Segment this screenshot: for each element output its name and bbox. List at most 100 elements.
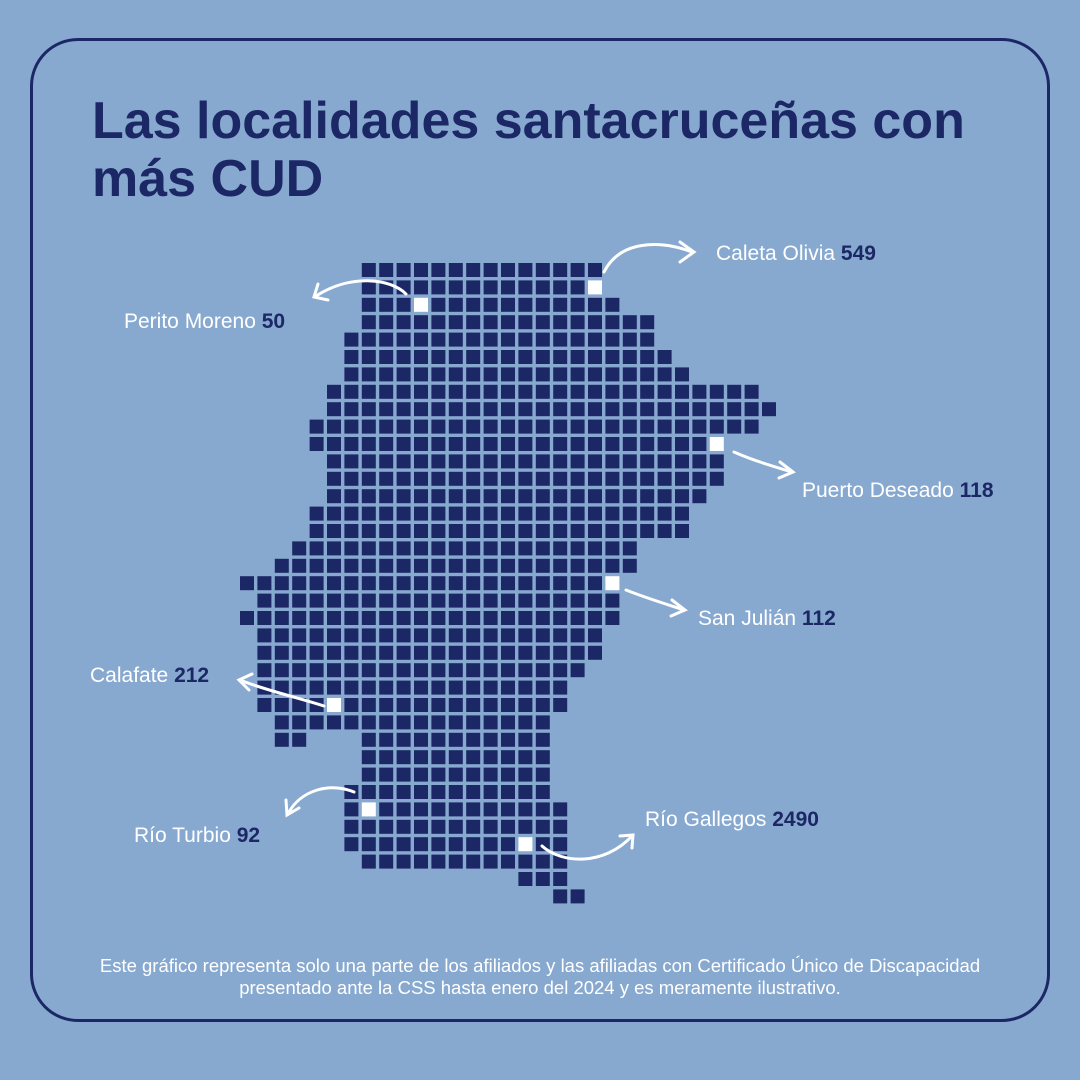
map-cell bbox=[309, 541, 324, 556]
map-cell bbox=[379, 350, 394, 364]
map-cell bbox=[501, 297, 515, 312]
map-cell bbox=[466, 837, 481, 852]
map-cell bbox=[309, 506, 324, 521]
map-cell bbox=[622, 506, 637, 521]
map-cell bbox=[274, 593, 289, 608]
map-cell bbox=[501, 837, 515, 852]
map-cell bbox=[396, 785, 411, 799]
map-cell bbox=[414, 384, 428, 399]
map-cell bbox=[518, 384, 533, 399]
map-cell bbox=[448, 471, 463, 486]
map-cell bbox=[361, 384, 376, 399]
map-cell bbox=[431, 732, 446, 747]
map-cell bbox=[762, 402, 776, 417]
map-cell bbox=[292, 593, 307, 608]
map-cell bbox=[535, 872, 550, 886]
map-cell bbox=[501, 732, 515, 747]
map-cell bbox=[657, 419, 672, 434]
map-cell bbox=[466, 854, 481, 869]
map-cell bbox=[570, 263, 585, 277]
map-cell bbox=[535, 732, 550, 747]
map-cell bbox=[396, 350, 411, 364]
map-cell bbox=[361, 332, 376, 347]
map-cell bbox=[501, 558, 515, 573]
map-cell bbox=[327, 454, 341, 469]
map-cell bbox=[292, 663, 307, 678]
map-cell bbox=[501, 506, 515, 521]
map-cell bbox=[379, 767, 394, 782]
map-cell bbox=[414, 454, 428, 469]
map-cell bbox=[570, 628, 585, 643]
map-cell bbox=[727, 402, 742, 417]
map-cell bbox=[292, 698, 307, 712]
map-cell bbox=[361, 437, 376, 451]
map-cell bbox=[518, 524, 533, 538]
map-cell bbox=[448, 350, 463, 364]
map-cell bbox=[640, 402, 655, 417]
map-cell bbox=[518, 263, 533, 277]
map-cell bbox=[379, 576, 394, 591]
map-cell bbox=[640, 367, 655, 382]
map-cell bbox=[553, 506, 568, 521]
location-label: Río Gallegos 2490 bbox=[645, 808, 819, 832]
map-cell bbox=[379, 698, 394, 712]
map-cell bbox=[675, 384, 689, 399]
map-cell bbox=[431, 680, 446, 695]
map-cell bbox=[466, 402, 481, 417]
map-cell bbox=[640, 315, 655, 330]
map-cell bbox=[640, 384, 655, 399]
map-cell bbox=[466, 819, 481, 834]
map-cell bbox=[535, 785, 550, 799]
map-cell bbox=[344, 576, 359, 591]
map-cell bbox=[327, 698, 341, 712]
map-cell bbox=[431, 558, 446, 573]
map-cell bbox=[605, 593, 620, 608]
map-cell bbox=[327, 489, 341, 504]
map-cell bbox=[501, 854, 515, 869]
map-cell bbox=[535, 454, 550, 469]
map-cell bbox=[361, 524, 376, 538]
map-cell bbox=[588, 611, 602, 625]
map-cell bbox=[431, 489, 446, 504]
map-cell bbox=[518, 350, 533, 364]
map-cell bbox=[640, 437, 655, 451]
map-cell bbox=[414, 297, 428, 312]
map-cell bbox=[361, 280, 376, 295]
map-cell bbox=[483, 576, 498, 591]
map-cell bbox=[431, 663, 446, 678]
map-cell bbox=[483, 419, 498, 434]
map-cell bbox=[414, 593, 428, 608]
map-cell bbox=[448, 489, 463, 504]
map-cell bbox=[396, 384, 411, 399]
map-cell bbox=[466, 315, 481, 330]
map-cell bbox=[361, 750, 376, 765]
map-cell bbox=[448, 750, 463, 765]
map-cell bbox=[309, 628, 324, 643]
map-cell bbox=[501, 489, 515, 504]
map-cell bbox=[588, 263, 602, 277]
map-cell bbox=[361, 350, 376, 364]
map-cell bbox=[396, 332, 411, 347]
location-label: Caleta Olivia 549 bbox=[716, 242, 876, 266]
map-cell bbox=[622, 367, 637, 382]
map-cell bbox=[501, 263, 515, 277]
map-cell bbox=[466, 541, 481, 556]
map-cell bbox=[396, 593, 411, 608]
map-cell bbox=[570, 315, 585, 330]
map-cell bbox=[466, 680, 481, 695]
map-cell bbox=[483, 680, 498, 695]
map-cell bbox=[483, 263, 498, 277]
map-cell bbox=[518, 489, 533, 504]
map-cell bbox=[518, 611, 533, 625]
map-cell bbox=[518, 645, 533, 660]
map-cell bbox=[448, 524, 463, 538]
map-cell bbox=[535, 680, 550, 695]
map-cell bbox=[448, 506, 463, 521]
map-cell bbox=[588, 419, 602, 434]
map-cell bbox=[535, 558, 550, 573]
map-cell bbox=[588, 645, 602, 660]
map-cell bbox=[292, 611, 307, 625]
map-cell bbox=[501, 767, 515, 782]
map-cell bbox=[466, 489, 481, 504]
arrow bbox=[624, 588, 688, 618]
